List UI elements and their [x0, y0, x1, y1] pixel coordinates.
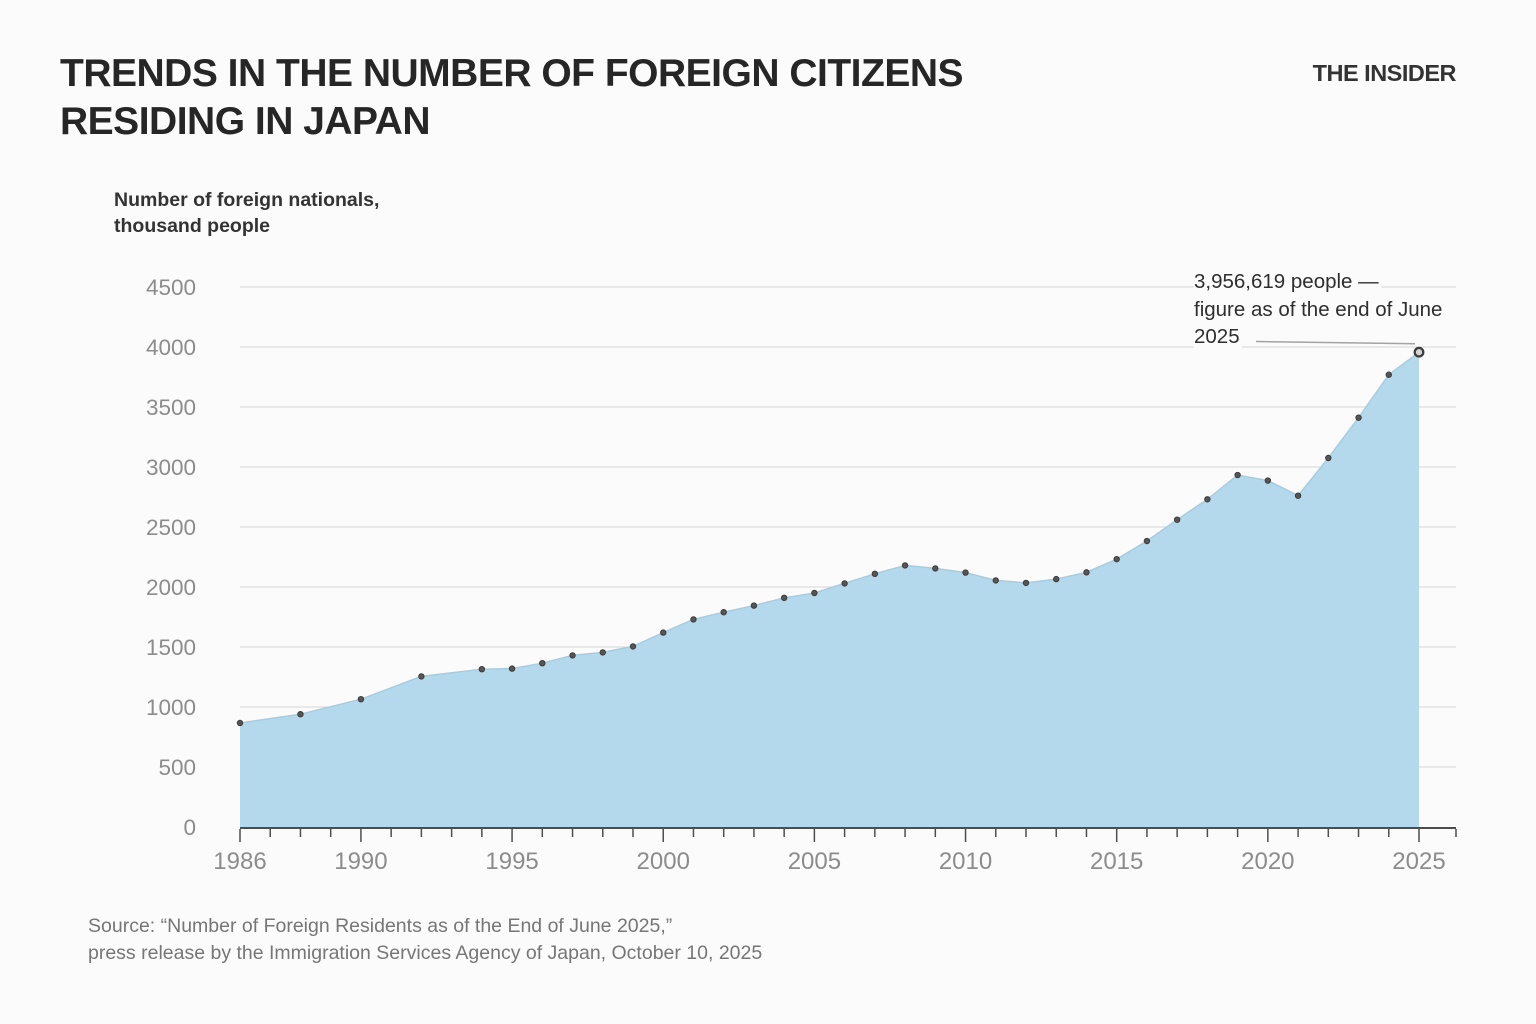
data-point [901, 562, 909, 569]
data-point [720, 609, 727, 616]
y-axis-title: Number of foreign nationals, thousand pe… [114, 189, 380, 237]
data-point [1204, 496, 1211, 503]
x-tick-label: 2000 [637, 848, 690, 875]
data-point [1053, 575, 1060, 583]
data-point [962, 569, 969, 576]
data-point [1355, 414, 1362, 421]
latest-point-marker [1413, 346, 1425, 358]
data-point [871, 570, 879, 577]
data-point [539, 660, 546, 667]
data-point [629, 643, 637, 650]
x-tick-label: 2020 [1241, 848, 1294, 875]
y-tick-label: 2000 [146, 575, 196, 600]
page-title: TRENDS IN THE NUMBER OF FOREIGN CITIZENS… [60, 52, 964, 143]
data-point [992, 577, 999, 584]
y-tick-label: 3000 [146, 455, 196, 480]
data-point [932, 565, 939, 572]
data-point [1143, 537, 1151, 545]
data-point [236, 719, 244, 727]
data-point [750, 602, 758, 609]
brand-logo: THE INSIDER [1312, 60, 1457, 86]
data-point [599, 649, 606, 656]
y-tick-label: 2500 [146, 515, 196, 540]
data-point [357, 696, 365, 703]
data-point [1083, 569, 1090, 576]
data-point [1264, 477, 1272, 484]
data-point [841, 580, 848, 587]
y-tick-label: 1500 [146, 635, 196, 660]
data-point [1022, 579, 1030, 587]
data-point [418, 673, 425, 680]
y-tick-label: 3500 [146, 395, 196, 420]
annotation-label: 3,956,619 people — figure as of the end … [1194, 268, 1480, 351]
y-tick-label: 4500 [146, 275, 196, 300]
data-point [1234, 471, 1241, 479]
area-fill [240, 352, 1419, 827]
annotation-pointer-line [1255, 340, 1416, 345]
area-top-edge [239, 351, 1420, 724]
data-point [478, 666, 486, 673]
data-point [780, 594, 788, 601]
data-point [1294, 492, 1302, 499]
annotation-text: 3,956,619 people — figure as of the end … [1194, 269, 1445, 349]
data-point [569, 652, 576, 659]
y-tick-label: 4000 [146, 335, 196, 360]
x-tick-label: 2025 [1392, 848, 1445, 875]
data-point [508, 665, 516, 672]
y-tick-label: 500 [158, 755, 196, 780]
y-tick-label: 1000 [146, 695, 196, 720]
data-point [1325, 454, 1332, 462]
data-point [811, 589, 818, 597]
x-tick-label: 1990 [334, 848, 387, 875]
x-tick-label: 2015 [1090, 848, 1143, 875]
x-tick-label: 2005 [788, 848, 841, 875]
data-point [297, 711, 304, 718]
data-point [660, 629, 667, 636]
data-point [1113, 555, 1120, 563]
data-point [1385, 371, 1392, 378]
x-tick-label: 2010 [939, 848, 992, 875]
data-point [690, 616, 697, 623]
y-tick-label: 0 [183, 815, 196, 840]
source-note: Source: “Number of Foreign Residents as … [88, 915, 763, 964]
data-point [1173, 516, 1181, 523]
x-tick-label: 1995 [485, 848, 538, 875]
x-tick-label: 1986 [213, 848, 266, 875]
